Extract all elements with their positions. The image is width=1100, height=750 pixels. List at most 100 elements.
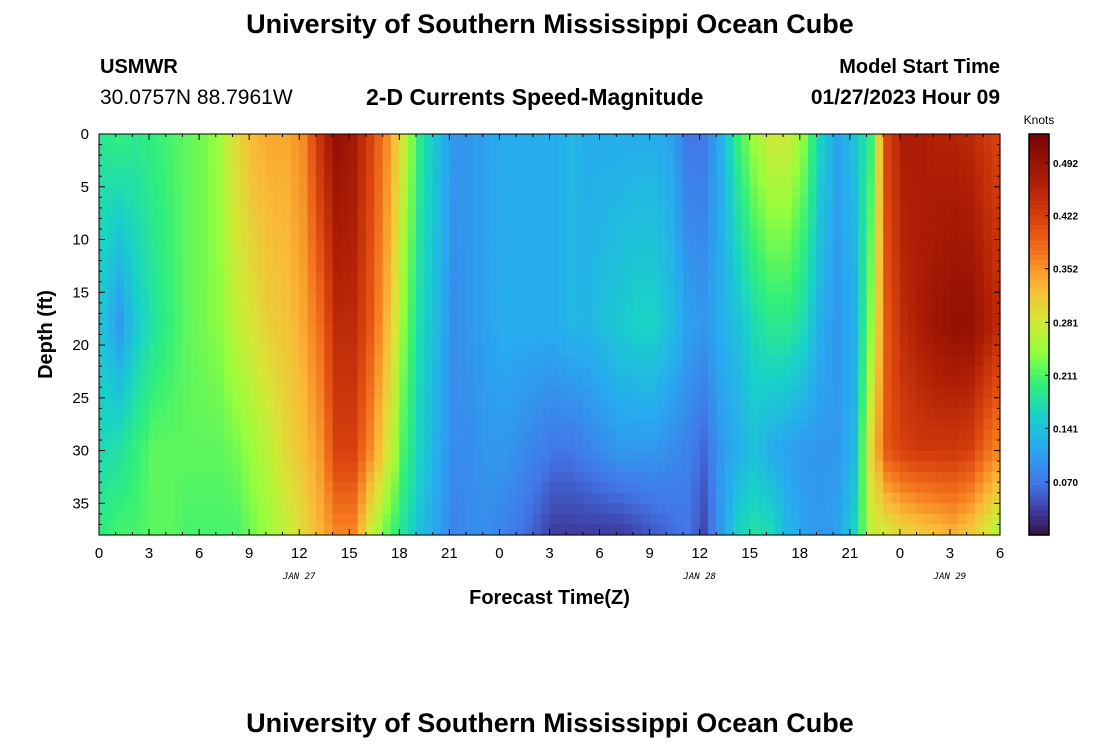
heatmap-cell <box>149 218 158 230</box>
heatmap-cell <box>983 397 993 409</box>
colorbar-segment <box>1029 179 1049 185</box>
heatmap-cell <box>699 492 709 504</box>
heatmap-cell <box>232 292 242 304</box>
heatmap-cell <box>632 281 642 293</box>
heatmap-cell <box>758 471 767 483</box>
heatmap-cell <box>908 323 918 336</box>
heatmap-cell <box>974 461 984 473</box>
heatmap-cell <box>766 471 776 483</box>
heatmap-cell <box>991 513 1001 526</box>
heatmap-cell <box>307 302 317 314</box>
heatmap-cell <box>858 292 868 304</box>
heatmap-cell <box>474 397 484 409</box>
heatmap-cell <box>432 408 442 420</box>
heatmap-cell <box>783 524 793 536</box>
heatmap-cell <box>649 144 659 156</box>
heatmap-cell <box>115 429 125 441</box>
heatmap-cell <box>666 408 676 420</box>
heatmap-cell <box>799 302 809 314</box>
heatmap-cell <box>365 134 375 146</box>
heatmap-cell <box>249 503 259 515</box>
heatmap-cell <box>783 228 793 241</box>
heatmap-cell <box>649 471 659 483</box>
heatmap-cell <box>716 134 726 146</box>
heatmap-cell <box>541 313 551 325</box>
heatmap-cell <box>407 207 417 220</box>
heatmap-cell <box>474 429 484 441</box>
heatmap-cell <box>783 186 793 198</box>
heatmap-cell <box>874 429 884 441</box>
heatmap-cell <box>215 355 225 367</box>
heatmap-cell <box>574 207 584 220</box>
heatmap-cell <box>741 461 751 473</box>
heatmap-cell <box>616 429 626 441</box>
heatmap-cell <box>666 239 676 251</box>
heatmap-cell <box>666 471 676 483</box>
heatmap-cell <box>307 176 317 188</box>
heatmap-cell <box>224 376 234 388</box>
heatmap-cell <box>240 429 250 441</box>
heatmap-cell <box>991 482 1001 494</box>
heatmap-cell <box>416 134 425 146</box>
heatmap-cell <box>299 366 309 378</box>
heatmap-cell <box>774 461 784 473</box>
heatmap-cell <box>758 440 767 452</box>
heatmap-cell <box>474 176 484 188</box>
heatmap-cell <box>390 165 400 177</box>
heatmap-cell <box>974 228 984 241</box>
heatmap-cell <box>132 429 142 441</box>
heatmap-cell <box>966 397 976 409</box>
heatmap-cell <box>733 155 742 167</box>
heatmap-cell <box>257 239 267 251</box>
heatmap-cell <box>582 397 592 409</box>
heatmap-cell <box>240 471 250 483</box>
heatmap-cell <box>249 144 259 156</box>
heatmap-cell <box>966 250 976 262</box>
heatmap-cell <box>165 513 175 526</box>
heatmap-cell <box>424 302 434 314</box>
heatmap-cell <box>599 281 609 293</box>
heatmap-cell <box>699 461 709 473</box>
heatmap-cell <box>591 250 601 262</box>
heatmap-cell <box>491 218 501 230</box>
heatmap-cell <box>174 228 184 241</box>
heatmap-cell <box>99 345 108 357</box>
heatmap-cell <box>991 418 1001 431</box>
heatmap-cell <box>107 281 117 293</box>
heatmap-cell <box>382 471 392 483</box>
heatmap-cell <box>883 345 893 357</box>
x-tick-label: 0 <box>495 545 503 562</box>
heatmap-cell <box>382 323 392 336</box>
heatmap-cell <box>416 313 425 325</box>
heatmap-cell <box>724 239 734 251</box>
heatmap-cell <box>591 218 601 230</box>
heatmap-cell <box>374 450 384 462</box>
heatmap-cell <box>516 440 526 452</box>
heatmap-cell <box>958 271 968 283</box>
heatmap-cell <box>232 165 242 177</box>
heatmap-cell <box>791 408 801 420</box>
heatmap-cell <box>390 260 400 272</box>
heatmap-cell <box>524 197 534 209</box>
heatmap-cell <box>774 492 784 504</box>
colorbar-segment <box>1029 269 1049 275</box>
heatmap-cell <box>349 397 359 409</box>
heatmap-cell <box>758 228 767 241</box>
heatmap-cell <box>774 176 784 188</box>
heatmap-cell <box>607 387 617 399</box>
heatmap-cell <box>899 207 909 220</box>
heatmap-cell <box>708 513 717 526</box>
heatmap-cell <box>182 228 192 241</box>
heatmap-cell <box>357 408 367 420</box>
heatmap-cell <box>374 408 384 420</box>
heatmap-cell <box>99 218 108 230</box>
heatmap-cell <box>657 134 667 146</box>
heatmap-cell <box>674 345 684 357</box>
heatmap-cell <box>774 155 784 167</box>
heatmap-cell <box>190 271 200 283</box>
heatmap-cell <box>532 408 542 420</box>
heatmap-cell <box>983 524 993 536</box>
heatmap-cell <box>966 429 976 441</box>
heatmap-cell <box>883 250 893 262</box>
colorbar-segment <box>1029 479 1049 486</box>
